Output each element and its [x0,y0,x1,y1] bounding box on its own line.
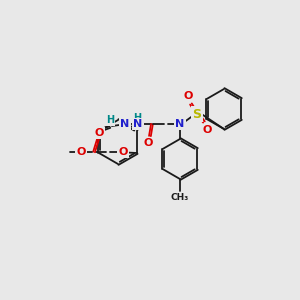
Text: H: H [106,115,114,125]
Text: O: O [76,147,86,157]
Text: O: O [94,128,104,138]
Text: N: N [133,119,142,129]
Text: N: N [120,119,130,129]
Text: O: O [202,125,212,135]
Text: O: O [143,138,153,148]
Text: O: O [183,91,193,101]
Text: N: N [175,119,184,129]
Text: O: O [118,147,128,157]
Text: S: S [192,107,201,121]
Text: H: H [133,113,141,123]
Text: CH₃: CH₃ [171,194,189,202]
